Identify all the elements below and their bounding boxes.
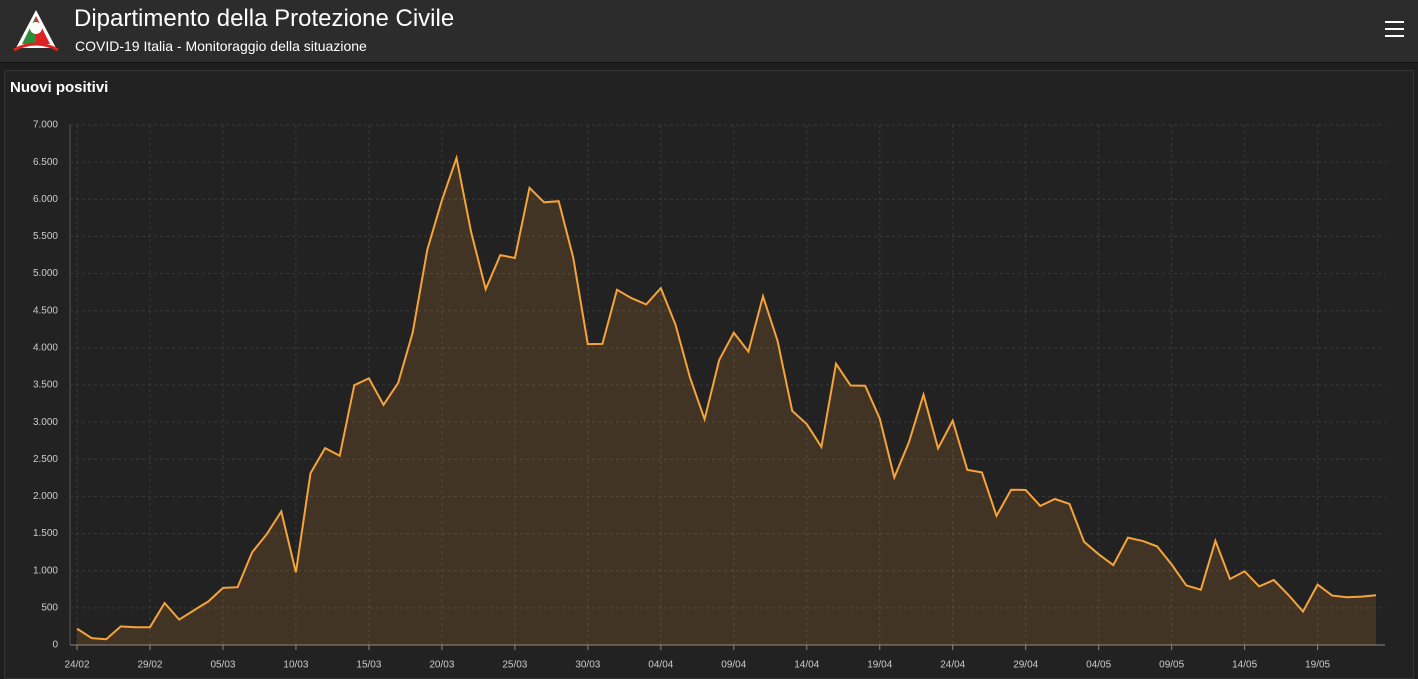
y-tick-label: 1.500 — [33, 528, 58, 539]
x-tick-label: 19/05 — [1305, 660, 1330, 671]
x-tick-label: 05/03 — [210, 660, 235, 671]
y-tick-label: 500 — [41, 602, 58, 613]
chart-panel — [4, 70, 1414, 679]
y-tick-label: 5.500 — [33, 231, 58, 242]
y-tick-label: 2.000 — [33, 491, 58, 502]
x-tick-label: 25/03 — [502, 660, 527, 671]
x-tick-label: 14/05 — [1232, 660, 1257, 671]
header-subtitle: COVID-19 Italia - Monitoraggio della sit… — [75, 38, 367, 54]
y-tick-label: 2.500 — [33, 454, 58, 465]
header: Dipartimento della Protezione Civile COV… — [0, 0, 1418, 63]
logo — [13, 10, 59, 52]
y-tick-label: 1.000 — [33, 565, 58, 576]
area — [77, 157, 1376, 645]
x-tick-label: 29/02 — [137, 660, 162, 671]
x-tick-label: 24/02 — [64, 660, 89, 671]
y-tick-label: 6.000 — [33, 194, 58, 205]
y-tick-label: 0 — [52, 640, 58, 651]
x-tick-label: 19/04 — [867, 660, 892, 671]
line — [76, 154, 1377, 641]
x-tick-label: 29/04 — [1013, 660, 1038, 671]
y-tick-label: 3.500 — [33, 380, 58, 391]
y-tick-label: 4.500 — [33, 305, 58, 316]
x-tick-label: 04/04 — [648, 660, 673, 671]
y-tick-label: 6.500 — [33, 157, 58, 168]
x-tick-label: 24/04 — [940, 660, 965, 671]
menu-button[interactable] — [1384, 19, 1406, 39]
x-tick-label: 20/03 — [429, 660, 454, 671]
x-tick-label: 30/03 — [575, 660, 600, 671]
y-tick-label: 3.000 — [33, 417, 58, 428]
y-tick-label: 7.000 — [33, 120, 58, 131]
y-tick-label: 4.000 — [33, 342, 58, 353]
x-tick-label: 09/04 — [721, 660, 746, 671]
x-tick-label: 15/03 — [356, 660, 381, 671]
header-title: Dipartimento della Protezione Civile — [74, 5, 455, 32]
chart-title: Nuovi positivi — [10, 79, 109, 96]
x-tick-label: 04/05 — [1086, 660, 1111, 671]
x-tick-label: 14/04 — [794, 660, 819, 671]
y-tick-label: 5.000 — [33, 268, 58, 279]
x-tick-label: 09/05 — [1159, 660, 1184, 671]
x-tick-label: 10/03 — [283, 660, 308, 671]
